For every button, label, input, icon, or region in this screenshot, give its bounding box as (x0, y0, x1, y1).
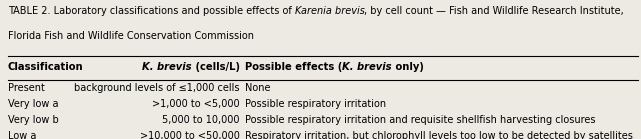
Text: None: None (245, 83, 271, 93)
Text: TABLE 2. Laboratory classifications and possible effects of: TABLE 2. Laboratory classifications and … (8, 6, 295, 16)
Text: K. brevis: K. brevis (342, 62, 392, 72)
Text: >10,000 to <50,000: >10,000 to <50,000 (140, 131, 240, 139)
Text: Possible respiratory irritation: Possible respiratory irritation (245, 99, 386, 109)
Text: Respiratory irritation, but chlorophyll levels too low to be detected by satelli: Respiratory irritation, but chlorophyll … (245, 131, 633, 139)
Text: Florida Fish and Wildlife Conservation Commission: Florida Fish and Wildlife Conservation C… (8, 31, 254, 41)
Text: Present: Present (8, 83, 45, 93)
Text: K. brevis: K. brevis (142, 62, 192, 72)
Text: Classification: Classification (8, 62, 83, 72)
Text: Very low b: Very low b (8, 115, 58, 125)
Text: (cells/L): (cells/L) (192, 62, 240, 72)
Text: , by cell count — Fish and Wildlife Research Institute,: , by cell count — Fish and Wildlife Rese… (365, 6, 624, 16)
Text: only): only) (392, 62, 424, 72)
Text: Possible effects (: Possible effects ( (245, 62, 342, 72)
Text: Low a: Low a (8, 131, 36, 139)
Text: background levels of ≤1,000 cells: background levels of ≤1,000 cells (74, 83, 240, 93)
Text: 5,000 to 10,000: 5,000 to 10,000 (162, 115, 240, 125)
Text: Possible respiratory irritation and requisite shellfish harvesting closures: Possible respiratory irritation and requ… (245, 115, 595, 125)
Text: Very low a: Very low a (8, 99, 58, 109)
Text: >1,000 to <5,000: >1,000 to <5,000 (152, 99, 240, 109)
Text: Karenia brevis: Karenia brevis (295, 6, 365, 16)
